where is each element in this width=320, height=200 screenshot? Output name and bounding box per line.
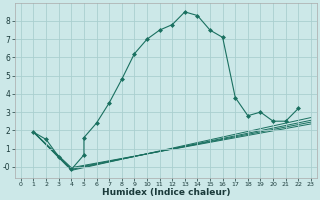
X-axis label: Humidex (Indice chaleur): Humidex (Indice chaleur)	[102, 188, 230, 197]
